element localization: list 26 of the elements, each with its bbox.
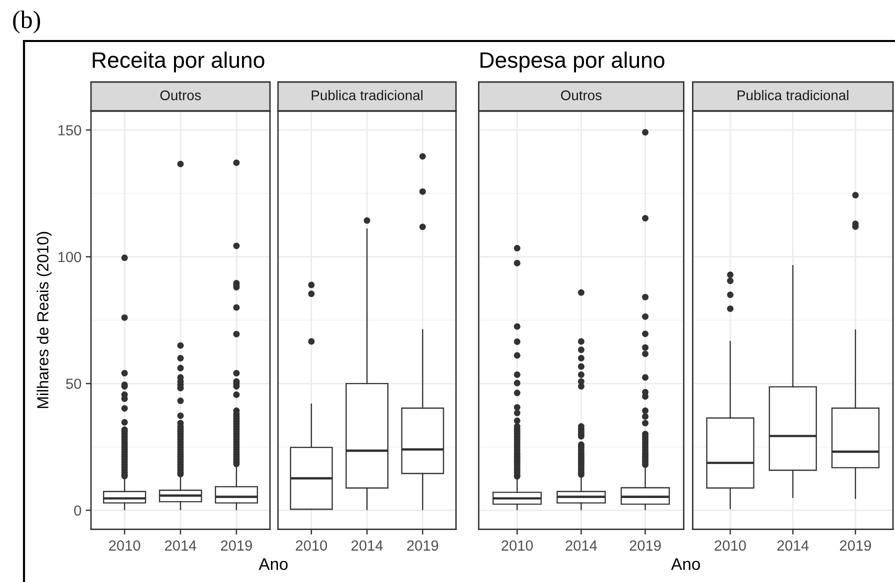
text: (b) — [13, 10, 40, 34]
x-tick-label: 2019 — [630, 540, 661, 551]
y-tick-label: 50 — [66, 378, 82, 389]
chart-subtitle: Outros — [160, 90, 201, 100]
x-tick-label: 2014 — [352, 540, 383, 551]
chart-subtitle: Outros — [561, 90, 602, 100]
x-tick-label: 2010 — [714, 540, 746, 551]
y-tick-label: 100 — [58, 252, 82, 262]
x-tick-label: 2010 — [502, 540, 533, 551]
chart-title: Receita por aluno — [92, 52, 264, 72]
y-axis-title: Milhares de Reais (2010) — [36, 232, 52, 408]
y-tick-label: 0 — [74, 505, 82, 516]
chart-subtitle: Publica tradicional — [738, 90, 848, 100]
x-tick-label: 2019 — [407, 540, 438, 551]
x-axis-title: Ano — [258, 558, 288, 570]
x-tick-label: 2019 — [840, 540, 871, 551]
x-tick-label: 2014 — [566, 540, 597, 551]
chart-subtitle: Publica tradicional — [312, 90, 422, 100]
x-tick-label: 2019 — [220, 540, 252, 551]
x-tick-label: 2014 — [165, 540, 196, 551]
x-tick-label: 2014 — [777, 540, 809, 551]
x-tick-label: 2010 — [109, 540, 140, 551]
x-axis-title: Ano — [671, 558, 700, 570]
chart-title: Despesa por aluno — [480, 52, 664, 72]
y-tick-label: 150 — [58, 125, 82, 136]
x-tick-label: 2010 — [296, 540, 328, 551]
